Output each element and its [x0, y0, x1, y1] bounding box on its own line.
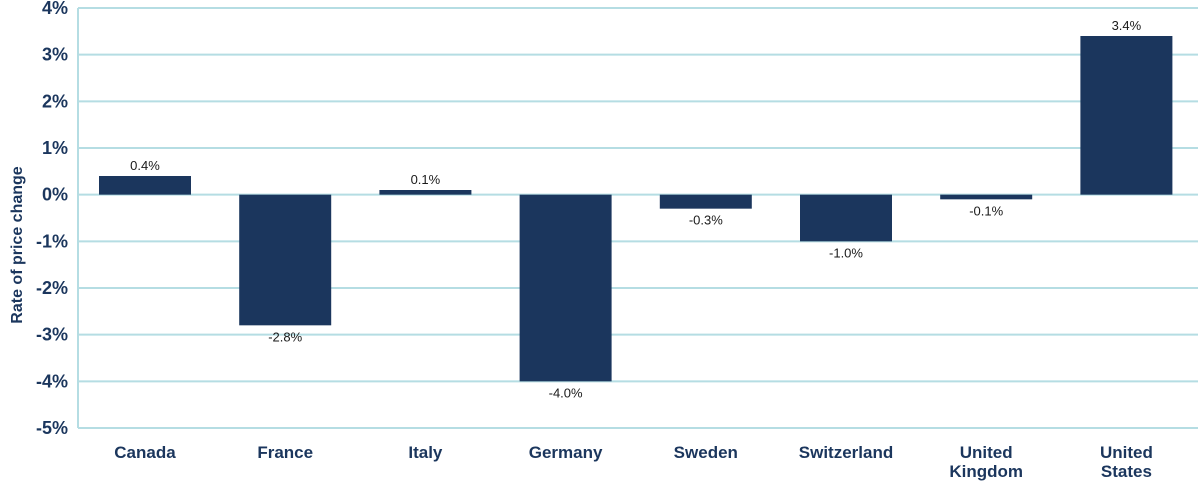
bar-italy: [379, 190, 472, 195]
y-tick-label: -5%: [36, 418, 68, 438]
data-label: 3.4%: [1112, 18, 1142, 33]
data-label: -2.8%: [268, 329, 302, 344]
y-tick-label: 0%: [42, 185, 68, 205]
y-tick-label: 4%: [42, 0, 68, 18]
x-category-label: Sweden: [674, 443, 738, 462]
y-tick-label: -1%: [36, 231, 68, 251]
y-tick-label: 3%: [42, 45, 68, 65]
bar-canada: [99, 176, 191, 195]
x-category-label: United Kingdom: [949, 443, 1023, 481]
bars: [99, 36, 1173, 382]
y-tick-label: 2%: [42, 91, 68, 111]
data-label: -4.0%: [549, 385, 583, 400]
bar-sweden: [659, 194, 752, 209]
x-category-label: Switzerland: [799, 443, 893, 462]
y-tick-label: -4%: [36, 371, 68, 391]
y-axis-label: Rate of price change: [9, 166, 26, 323]
y-tick-label: -2%: [36, 278, 68, 298]
y-tick-label: 1%: [42, 138, 68, 158]
bar-germany: [519, 194, 612, 382]
y-axis-ticks: 4% 3% 2% 1% 0% -1% -2% -3% -4% -5%: [36, 0, 68, 438]
data-labels: 0.4% -2.8% 0.1% -4.0% -0.3% -1.0% -0.1% 3.4%: [130, 18, 1141, 400]
data-label: 0.1%: [411, 172, 441, 187]
x-axis-categories: Canada France Italy Germany Sweden Switzerlan…: [114, 443, 1153, 481]
bar-switzerland: [800, 194, 892, 242]
bar-united-states: [1080, 36, 1173, 195]
bar-france: [239, 194, 332, 326]
x-category-label: Germany: [529, 443, 603, 462]
x-category-label: United States: [1100, 443, 1153, 481]
y-tick-label: -3%: [36, 325, 68, 345]
data-label: 0.4%: [130, 158, 160, 173]
x-category-label: Canada: [114, 443, 176, 462]
x-category-label: France: [257, 443, 313, 462]
data-label: -1.0%: [829, 245, 863, 260]
x-category-label: Italy: [408, 443, 443, 462]
bar-united-kingdom: [940, 194, 1033, 200]
data-label: -0.1%: [969, 203, 1003, 218]
data-label: -0.3%: [689, 213, 723, 228]
